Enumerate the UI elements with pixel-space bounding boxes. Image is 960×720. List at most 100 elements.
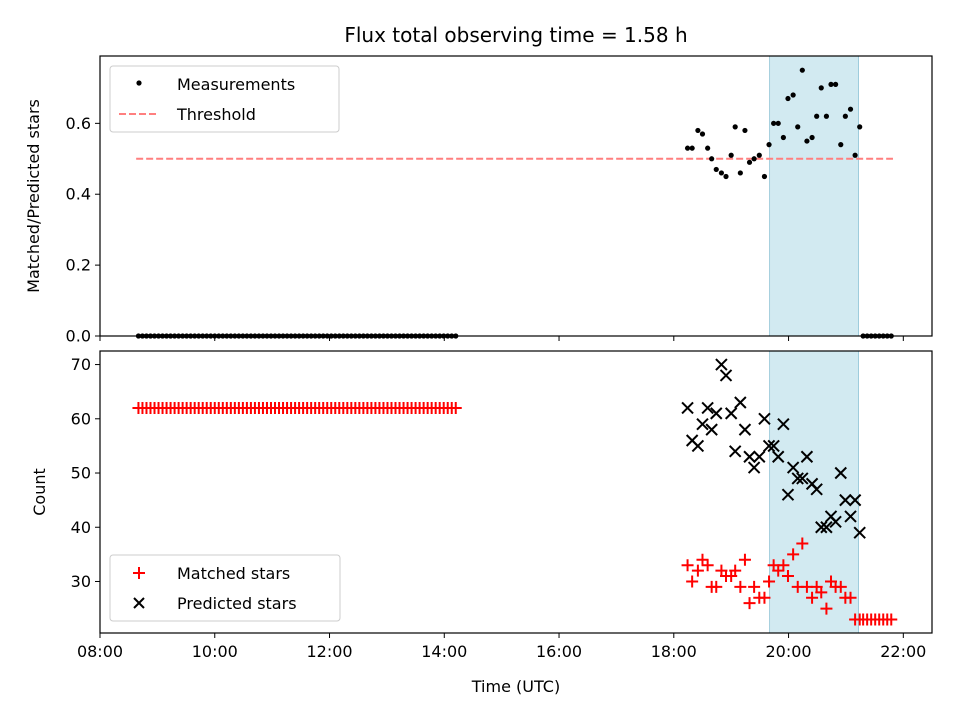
predicted-star-point	[829, 515, 842, 529]
predicted-star-point	[767, 439, 780, 453]
measurement-point	[838, 142, 844, 148]
predicted-star-point	[762, 439, 776, 453]
matched-star-point	[738, 553, 751, 566]
y-tick-label: 50	[71, 464, 91, 483]
predicted-star-point	[743, 450, 756, 463]
predicted-star-point	[772, 450, 785, 463]
measurement-point	[857, 124, 863, 130]
matched-star-point	[710, 580, 723, 593]
legend-marker-predicted	[133, 597, 145, 609]
predicted-star-point	[848, 493, 862, 507]
legend-label-matched: Matched stars	[177, 564, 290, 583]
measurement-point	[728, 152, 734, 158]
predicted-star-point	[839, 493, 852, 507]
bottom-legend: Matched stars Predicted stars	[109, 554, 341, 622]
matched-star-point	[449, 401, 462, 414]
legend-label-threshold: Threshold	[176, 105, 256, 124]
measurement-point	[705, 145, 711, 151]
bottom-y-axis-label: Count	[30, 468, 49, 516]
matched-star-point	[758, 591, 771, 604]
predicted-star-point	[710, 407, 723, 420]
matched-star-point	[806, 591, 819, 604]
predicted-star-point	[691, 439, 705, 453]
predicted-star-point	[815, 521, 828, 534]
measurement-point	[761, 173, 768, 180]
measurement-point	[718, 170, 725, 176]
predicted-star-point	[796, 472, 809, 485]
predicted-star-point	[715, 358, 728, 371]
top-axis-ticks: 0.0 0.2 0.4 0.6	[66, 114, 904, 346]
measurement-point	[828, 81, 834, 87]
predicted-star-point	[747, 461, 761, 474]
measurement-point	[695, 127, 701, 134]
legend-label-predicted: Predicted stars	[177, 594, 297, 613]
bottom-legend-box	[109, 554, 341, 622]
matched-star-point	[743, 597, 756, 610]
y-tick-label: 30	[71, 572, 91, 591]
matched-star-point	[729, 564, 742, 577]
predicted-star-point	[753, 450, 766, 463]
predicted-star-point	[734, 396, 747, 409]
y-tick-label: 60	[71, 409, 91, 428]
count-panel: 08:00 10:00 12:00 14:00 16:00 18:00 20:00 22:00…	[30, 350, 933, 696]
legend-marker-matched	[133, 567, 145, 579]
legend-label-measurements: Measurements	[177, 75, 295, 94]
highlight-span	[769, 55, 859, 337]
predicted-star-point	[791, 472, 804, 485]
measurement-point	[751, 156, 757, 162]
predicted-star-point	[820, 521, 833, 534]
measurement-point	[699, 131, 706, 137]
measurement-point	[742, 127, 748, 134]
matched-star-point	[815, 586, 828, 599]
y-tick-label: 0.2	[66, 256, 91, 275]
predicted-star-point	[719, 369, 733, 382]
measurement-point	[809, 134, 815, 141]
matched-star-point	[734, 580, 747, 593]
measurement-point	[746, 159, 753, 165]
predicted-star-point	[738, 423, 752, 436]
matched-star-point	[686, 575, 699, 588]
measurement-point	[689, 145, 695, 151]
measurement-point	[847, 106, 854, 112]
matched-star-point	[787, 548, 800, 561]
measurement-point	[713, 166, 719, 173]
measurement-point	[771, 120, 777, 126]
matched-star-point	[844, 591, 857, 604]
y-tick-label: 0.0	[66, 327, 91, 346]
ratio-panel: 0.0 0.2 0.4 0.6 Flux total observing time =…	[24, 23, 933, 346]
matched-star-point	[777, 559, 790, 572]
legend-marker-measurements	[136, 80, 142, 86]
predicted-star-point	[696, 418, 709, 431]
predicted-star-point	[705, 423, 718, 436]
matched-star-point	[834, 580, 847, 593]
measurement-point	[823, 113, 830, 119]
count-points	[132, 358, 898, 626]
measurement-point	[775, 120, 781, 126]
measurement-point	[766, 142, 772, 148]
measurement-point	[790, 92, 796, 98]
y-tick-label: 40	[71, 518, 91, 537]
matched-star-point	[820, 602, 833, 615]
x-tick-label: 18:00	[651, 642, 697, 661]
x-tick-label: 14:00	[421, 642, 467, 661]
measurement-point	[818, 85, 824, 91]
predicted-star-point	[681, 401, 694, 415]
y-tick-label: 0.4	[66, 185, 91, 204]
predicted-star-point	[853, 526, 866, 539]
measurement-point	[732, 124, 738, 130]
top-legend: Measurements Threshold	[109, 65, 340, 133]
predicted-star-point	[844, 510, 857, 523]
matched-star-point	[885, 613, 898, 626]
measurement-point	[852, 152, 858, 158]
x-tick-label: 08:00	[77, 642, 123, 661]
predicted-star-point	[810, 483, 823, 496]
x-tick-label: 12:00	[306, 642, 352, 661]
matched-star-point	[748, 580, 761, 593]
predicted-star-point	[777, 418, 790, 431]
measurement-point	[709, 156, 715, 162]
measurement-point	[814, 113, 820, 119]
predicted-star-point	[701, 401, 714, 415]
predicted-star-point	[786, 461, 800, 474]
predicted-star-point	[728, 445, 742, 458]
